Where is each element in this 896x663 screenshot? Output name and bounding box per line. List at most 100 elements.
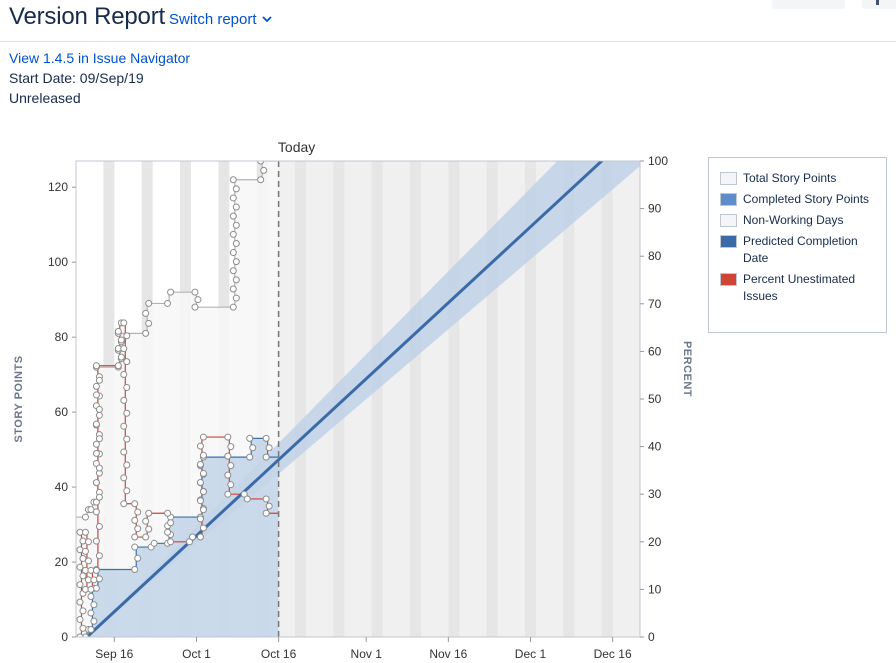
legend-swatch	[720, 235, 737, 248]
unestimated-point-marker	[120, 319, 128, 327]
total-point-marker	[191, 288, 199, 296]
legend-swatch	[720, 273, 737, 286]
unestimated-point-marker	[224, 452, 232, 460]
today-label: Today	[278, 139, 315, 155]
unestimated-point-marker	[76, 563, 84, 571]
unestimated-point-marker	[196, 479, 204, 487]
y-tick-label: 40	[55, 480, 69, 494]
unestimated-point-marker	[76, 633, 84, 637]
unestimated-point-marker	[199, 433, 207, 441]
unestimated-point-marker	[164, 528, 172, 536]
unestimated-point-marker	[142, 517, 150, 525]
header-action-button[interactable]	[772, 0, 845, 9]
completed-point-marker	[87, 626, 95, 634]
legend-item-predicted: Predicted Completion Date	[720, 233, 878, 267]
unestimated-point-marker	[196, 497, 204, 505]
completed-point-marker	[90, 617, 98, 625]
total-point-marker	[232, 294, 240, 302]
release-status: Unreleased	[9, 90, 81, 106]
unestimated-point-marker	[131, 533, 139, 541]
page-title: Version Report	[9, 3, 165, 30]
x-tick-label: Dec 1	[515, 647, 547, 661]
y-tick-label: 100	[48, 255, 68, 269]
switch-report-label: Switch report	[169, 11, 257, 28]
total-point-marker	[142, 329, 150, 337]
non-working-day-band	[563, 161, 575, 637]
unestimated-point-marker	[117, 353, 125, 361]
issue-navigator-link[interactable]: View 1.4.5 in Issue Navigator	[9, 50, 191, 66]
legend-label: Predicted Completion Date	[743, 234, 858, 265]
unestimated-point-marker	[120, 422, 128, 430]
y2-tick-label: 90	[648, 202, 662, 216]
unestimated-point-marker	[76, 616, 84, 624]
unestimated-point-marker	[84, 557, 92, 565]
unestimated-point-marker	[114, 327, 122, 335]
legend-label: Non-Working Days	[743, 213, 844, 227]
unestimated-point-marker	[76, 598, 84, 606]
unestimated-point-marker	[84, 538, 92, 546]
total-point-marker	[92, 382, 100, 390]
total-point-marker	[95, 411, 103, 419]
total-point-marker	[257, 176, 265, 184]
unestimated-point-marker	[95, 464, 103, 472]
unestimated-point-marker	[95, 406, 103, 414]
unestimated-point-marker	[123, 461, 131, 469]
unestimated-point-marker	[92, 479, 100, 487]
non-working-day-band	[410, 161, 421, 637]
unestimated-point-marker	[90, 576, 98, 584]
non-working-day-band	[601, 161, 613, 637]
unestimated-point-marker	[95, 493, 103, 501]
unestimated-point-marker	[123, 383, 131, 391]
completed-point-marker	[92, 584, 100, 592]
unestimated-point-marker	[224, 490, 232, 498]
unestimated-point-marker	[123, 487, 131, 495]
y-tick-label: 20	[55, 555, 69, 569]
unestimated-point-marker	[227, 443, 235, 451]
unestimated-point-marker	[196, 460, 204, 468]
switch-report-button[interactable]: Switch report	[169, 11, 272, 28]
legend-swatch	[720, 172, 737, 185]
more-icon	[876, 0, 879, 5]
total-point-marker	[232, 239, 240, 247]
completed-point-marker	[262, 434, 270, 442]
legend-swatch	[720, 214, 737, 227]
unestimated-point-marker	[117, 336, 125, 344]
header-more-button[interactable]	[862, 0, 896, 9]
unestimated-point-marker	[95, 376, 103, 384]
y2-tick-label: 50	[648, 392, 662, 406]
y-tick-label: 60	[55, 405, 69, 419]
completed-point-marker	[246, 434, 254, 442]
completed-point-marker	[87, 609, 95, 617]
total-point-marker	[232, 185, 240, 193]
unestimated-point-marker	[227, 462, 235, 470]
total-point-marker	[229, 303, 237, 311]
unestimated-point-marker	[134, 508, 142, 516]
total-point-marker	[232, 221, 240, 229]
total-point-marker	[229, 267, 237, 275]
unestimated-point-marker	[142, 533, 150, 541]
unestimated-point-marker	[92, 449, 100, 457]
y2-tick-label: 80	[648, 249, 662, 263]
unestimated-point-marker	[265, 502, 273, 510]
unestimated-point-marker	[167, 519, 175, 527]
unestimated-point-marker	[120, 474, 128, 482]
total-point-marker	[229, 230, 237, 238]
unestimated-point-marker	[199, 488, 207, 496]
completed-point-marker	[265, 444, 273, 452]
completed-point-marker	[81, 633, 89, 637]
unestimated-point-marker	[95, 552, 103, 560]
completed-point-marker	[95, 575, 103, 583]
y2-tick-label: 70	[648, 297, 662, 311]
legend-label: Total Story Points	[743, 171, 837, 185]
x-tick-label: Oct 1	[182, 647, 211, 661]
total-point-marker	[229, 285, 237, 293]
completed-point-marker	[249, 444, 257, 452]
unestimated-point-marker	[79, 624, 87, 632]
unestimated-point-marker	[227, 481, 235, 489]
unestimated-point-marker	[145, 525, 153, 533]
unestimated-point-marker	[199, 451, 207, 459]
unestimated-point-marker	[196, 533, 204, 541]
total-point-marker	[92, 498, 100, 506]
non-working-day-band	[486, 161, 498, 637]
unestimated-point-marker	[224, 471, 232, 479]
